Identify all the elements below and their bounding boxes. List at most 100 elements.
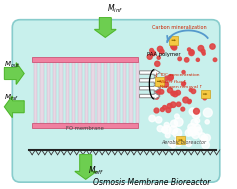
- Text: $M_{inf}$: $M_{inf}$: [107, 2, 123, 15]
- Circle shape: [203, 96, 206, 100]
- Polygon shape: [5, 63, 24, 84]
- FancyArrow shape: [140, 93, 160, 99]
- Bar: [85, 62, 88, 123]
- Circle shape: [157, 91, 161, 95]
- Circle shape: [205, 120, 209, 124]
- Bar: [110, 62, 114, 123]
- Circle shape: [191, 119, 198, 126]
- Circle shape: [182, 70, 185, 74]
- Text: Water flux$\uparrow$: Water flux$\uparrow$: [159, 78, 187, 85]
- Bar: [32, 57, 138, 62]
- Text: $M_{out}$: $M_{out}$: [4, 59, 20, 70]
- Circle shape: [163, 82, 169, 87]
- Circle shape: [166, 108, 171, 112]
- Bar: [129, 62, 133, 123]
- Text: FO membrane: FO membrane: [66, 126, 104, 131]
- Circle shape: [185, 130, 192, 136]
- Circle shape: [178, 57, 182, 61]
- Circle shape: [203, 134, 210, 141]
- Circle shape: [175, 138, 181, 144]
- Circle shape: [155, 87, 160, 92]
- Text: Aerobic bioreactor: Aerobic bioreactor: [161, 139, 206, 145]
- Circle shape: [163, 105, 166, 109]
- Circle shape: [160, 108, 164, 112]
- Bar: [59, 62, 63, 123]
- Circle shape: [190, 50, 194, 54]
- Bar: [104, 62, 107, 123]
- Bar: [91, 62, 95, 123]
- Text: Osmosis Membrane Bioreactor: Osmosis Membrane Bioreactor: [93, 178, 210, 187]
- Circle shape: [195, 118, 200, 123]
- Polygon shape: [95, 18, 116, 37]
- Circle shape: [175, 114, 179, 119]
- Circle shape: [170, 102, 176, 108]
- Circle shape: [203, 108, 212, 117]
- Circle shape: [163, 125, 171, 134]
- Bar: [169, 36, 178, 45]
- Circle shape: [182, 82, 185, 86]
- Circle shape: [196, 111, 200, 115]
- Circle shape: [191, 89, 196, 94]
- Circle shape: [202, 52, 205, 55]
- Circle shape: [164, 77, 168, 81]
- Circle shape: [160, 49, 164, 54]
- Circle shape: [150, 49, 154, 52]
- FancyArrow shape: [157, 80, 161, 82]
- Text: ↓: ↓: [154, 73, 159, 78]
- Text: $M_{eff}$: $M_{eff}$: [88, 165, 104, 177]
- Circle shape: [168, 75, 173, 80]
- Circle shape: [186, 140, 192, 146]
- Circle shape: [210, 44, 215, 49]
- FancyArrow shape: [140, 85, 160, 92]
- Bar: [66, 62, 69, 123]
- Bar: [40, 62, 44, 123]
- Text: $M_{rsf}$: $M_{rsf}$: [4, 93, 18, 103]
- Circle shape: [171, 144, 176, 148]
- Circle shape: [194, 124, 201, 131]
- Circle shape: [167, 104, 172, 108]
- Circle shape: [187, 100, 191, 104]
- Circle shape: [169, 141, 174, 146]
- Circle shape: [183, 97, 189, 103]
- Circle shape: [154, 108, 159, 113]
- FancyArrow shape: [140, 77, 160, 84]
- Circle shape: [184, 58, 189, 62]
- Circle shape: [189, 108, 196, 115]
- Circle shape: [176, 102, 181, 106]
- Circle shape: [201, 135, 208, 142]
- Bar: [72, 62, 75, 123]
- Circle shape: [173, 91, 178, 97]
- Circle shape: [202, 141, 210, 149]
- Circle shape: [168, 75, 173, 81]
- Circle shape: [155, 95, 159, 99]
- Circle shape: [174, 118, 183, 126]
- Circle shape: [149, 115, 155, 122]
- Text: Nitrogen removal$\uparrow$: Nitrogen removal$\uparrow$: [159, 83, 203, 91]
- Circle shape: [188, 99, 191, 103]
- Circle shape: [176, 90, 180, 95]
- Circle shape: [157, 46, 163, 52]
- Circle shape: [171, 43, 176, 49]
- Bar: [155, 77, 164, 86]
- Bar: [117, 62, 120, 123]
- Bar: [123, 62, 126, 123]
- Bar: [46, 62, 50, 123]
- Bar: [78, 62, 82, 123]
- Circle shape: [168, 88, 173, 93]
- Circle shape: [199, 133, 205, 139]
- Text: Carbon mineralization: Carbon mineralization: [152, 26, 207, 30]
- Bar: [136, 62, 139, 123]
- Circle shape: [171, 120, 178, 127]
- Circle shape: [189, 88, 192, 91]
- Circle shape: [183, 82, 186, 85]
- Circle shape: [162, 127, 168, 133]
- Circle shape: [147, 54, 152, 59]
- Circle shape: [169, 126, 178, 134]
- Circle shape: [155, 117, 162, 123]
- Circle shape: [198, 46, 204, 51]
- Circle shape: [188, 123, 196, 132]
- Circle shape: [201, 138, 208, 145]
- FancyArrow shape: [172, 39, 176, 41]
- Bar: [201, 90, 210, 98]
- Bar: [176, 136, 185, 144]
